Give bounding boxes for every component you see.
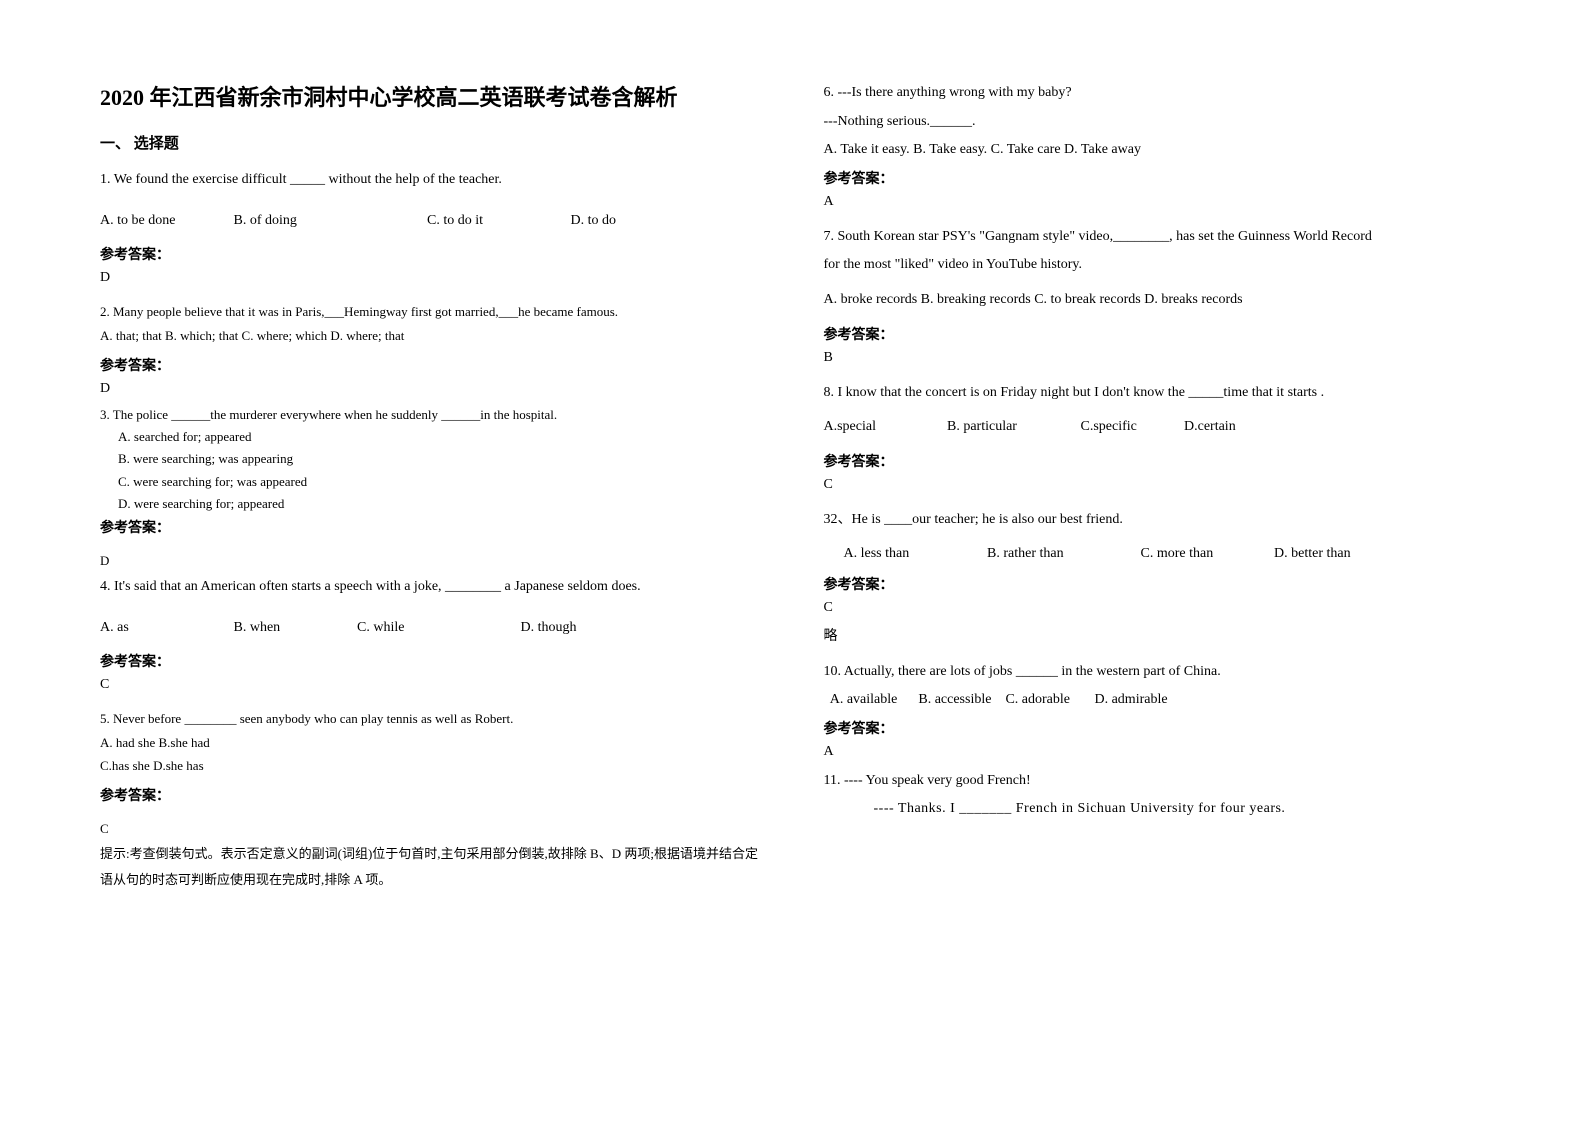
q3-opt-c: C. were searching for; was appeared (100, 471, 764, 493)
answer-label: 参考答案： (100, 517, 764, 537)
q5-note: 提示:考查倒装句式。表示否定意义的副词(词组)位于句首时,主句采用部分倒装,故排… (100, 841, 764, 893)
q7-answer: B (824, 350, 1488, 366)
q9-opt-c: C. more than (1141, 541, 1271, 568)
answer-label: 参考答案： (824, 168, 1488, 188)
q5-opts-line2: C.has she D.she has (100, 754, 764, 777)
q1-opt-b: B. of doing (234, 208, 424, 235)
q5-text: 5. Never before ________ seen anybody wh… (100, 707, 764, 730)
q10-text: 10. Actually, there are lots of jobs ___… (824, 659, 1488, 686)
q4-opt-a: A. as (100, 615, 230, 642)
q2-answer: D (100, 381, 764, 397)
q1-opt-c: C. to do it (427, 208, 567, 235)
section-heading: 一、 选择题 (100, 132, 764, 153)
q9-opt-d: D. better than (1274, 541, 1351, 568)
q2-text: 2. Many people believe that it was in Pa… (100, 300, 764, 323)
q3-opt-a: A. searched for; appeared (100, 426, 764, 448)
q6-line2: ---Nothing serious.______. (824, 109, 1488, 136)
q8-opt-a: A.special (824, 414, 944, 441)
answer-label: 参考答案： (100, 244, 764, 264)
q4-opt-d: D. though (521, 615, 577, 642)
q3-opt-b: B. were searching; was appearing (100, 448, 764, 470)
q4-answer: C (100, 677, 764, 693)
q1-answer: D (100, 270, 764, 286)
q4-opt-c: C. while (357, 615, 517, 642)
q9-options: A. less than B. rather than C. more than… (824, 541, 1488, 568)
q5-answer: C (100, 817, 764, 840)
q11-line1: 11. ---- You speak very good French! (824, 768, 1488, 795)
q2-options: A. that; that B. which; that C. where; w… (100, 324, 764, 347)
q8-opt-b: B. particular (947, 414, 1077, 441)
q4-text: 4. It's said that an American often star… (100, 574, 764, 601)
q10-options: A. available B. accessible C. adorable D… (824, 687, 1488, 714)
q8-options: A.special B. particular C.specific D.cer… (824, 414, 1488, 441)
q9-opt-b: B. rather than (987, 541, 1137, 568)
q9-answer: C (824, 600, 1488, 616)
q4-options: A. as B. when C. while D. though (100, 615, 764, 642)
q7-line1: 7. South Korean star PSY's "Gangnam styl… (824, 224, 1488, 251)
q8-text: 8. I know that the concert is on Friday … (824, 380, 1488, 407)
answer-label: 参考答案： (100, 355, 764, 375)
q3-answer: D (100, 549, 764, 572)
q7-options: A. broke records B. breaking records C. … (824, 287, 1488, 314)
q1-opt-d: D. to do (571, 208, 617, 235)
answer-label: 参考答案： (100, 651, 764, 671)
q10-answer: A (824, 744, 1488, 760)
q4-opt-b: B. when (234, 615, 354, 642)
q11-line2: ---- Thanks. I _______ French in Sichuan… (824, 796, 1488, 823)
left-column: 2020 年江西省新余市洞村中心学校高二英语联考试卷含解析 一、 选择题 1. … (100, 80, 764, 1082)
q9-text: 32、He is ____our teacher; he is also our… (824, 507, 1488, 534)
q9-note: 略 (824, 624, 1488, 651)
q6-line1: 6. ---Is there anything wrong with my ba… (824, 80, 1488, 107)
answer-label: 参考答案： (824, 324, 1488, 344)
q1-options: A. to be done B. of doing C. to do it D.… (100, 208, 764, 235)
doc-title: 2020 年江西省新余市洞村中心学校高二英语联考试卷含解析 (100, 80, 764, 112)
q8-opt-c: C.specific (1081, 414, 1181, 441)
q1-opt-a: A. to be done (100, 208, 230, 235)
q6-answer: A (824, 194, 1488, 210)
q6-options: A. Take it easy. B. Take easy. C. Take c… (824, 137, 1488, 164)
q9-opt-a: A. less than (844, 541, 984, 568)
q1-text: 1. We found the exercise difficult _____… (100, 167, 764, 194)
answer-label: 参考答案： (824, 574, 1488, 594)
answer-label: 参考答案： (824, 451, 1488, 471)
answer-label: 参考答案： (824, 718, 1488, 738)
q8-opt-d: D.certain (1184, 414, 1236, 441)
right-column: 6. ---Is there anything wrong with my ba… (824, 80, 1488, 1082)
q5-opts-line1: A. had she B.she had (100, 731, 764, 754)
answer-label: 参考答案： (100, 785, 764, 805)
q7-line2: for the most "liked" video in YouTube hi… (824, 252, 1488, 279)
q3-opt-d: D. were searching for; appeared (100, 493, 764, 515)
q3-text: 3. The police ______the murderer everywh… (100, 403, 764, 426)
q8-answer: C (824, 477, 1488, 493)
